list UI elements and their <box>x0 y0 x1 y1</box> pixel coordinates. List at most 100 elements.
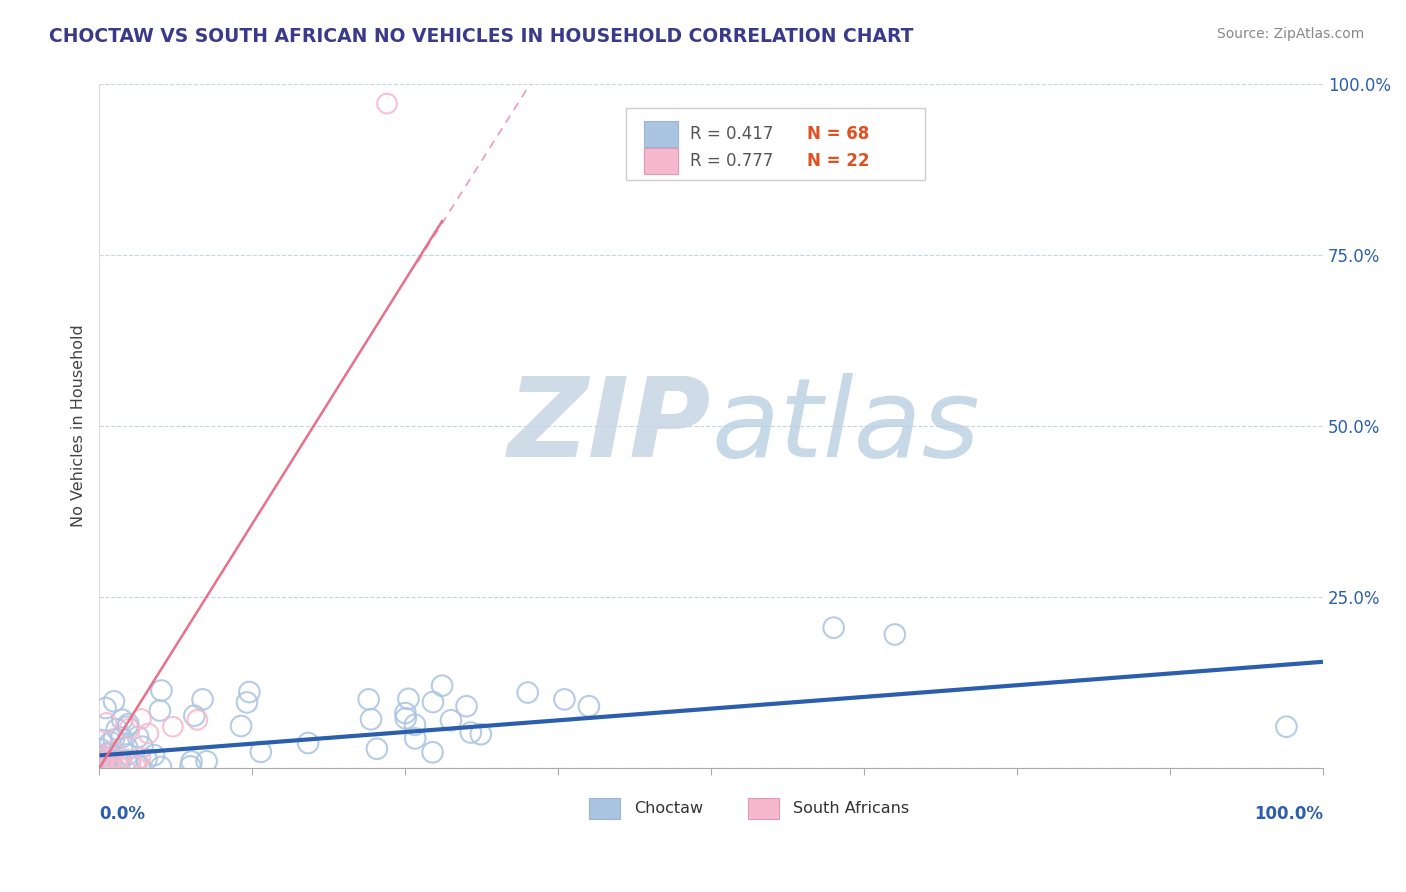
Point <box>456 699 478 714</box>
Text: Choctaw: Choctaw <box>634 801 703 816</box>
Point <box>440 714 463 728</box>
Point <box>103 760 125 774</box>
Point <box>229 719 252 733</box>
Point <box>96 747 118 762</box>
Point <box>375 96 398 111</box>
Text: R = 0.417: R = 0.417 <box>690 125 773 143</box>
Point <box>422 745 444 759</box>
Text: 100.0%: 100.0% <box>1254 805 1323 823</box>
Point <box>183 708 205 723</box>
Bar <box>589 798 620 819</box>
Point <box>90 742 112 756</box>
Point <box>162 720 184 734</box>
Point <box>98 745 121 759</box>
Point <box>127 756 149 770</box>
Point <box>127 730 149 744</box>
Point <box>516 685 538 699</box>
Point <box>250 745 273 759</box>
FancyBboxPatch shape <box>626 108 925 180</box>
Bar <box>644 148 678 174</box>
Point <box>93 751 115 765</box>
Text: N = 68: N = 68 <box>807 125 869 143</box>
Point <box>98 760 121 774</box>
Text: Source: ZipAtlas.com: Source: ZipAtlas.com <box>1216 27 1364 41</box>
Point <box>1275 720 1298 734</box>
Text: N = 22: N = 22 <box>807 152 869 170</box>
Point <box>149 704 172 718</box>
Text: atlas: atlas <box>711 373 980 480</box>
Point <box>110 731 132 745</box>
Text: South Africans: South Africans <box>793 801 910 816</box>
Point <box>93 751 115 765</box>
Point <box>149 760 172 774</box>
Point <box>107 754 129 768</box>
Point <box>460 725 482 739</box>
Point <box>93 758 115 772</box>
Point <box>96 756 118 770</box>
Point <box>94 701 117 715</box>
Point <box>90 755 112 769</box>
Point <box>180 755 202 769</box>
Point <box>127 755 149 769</box>
Point <box>94 758 117 772</box>
Point <box>360 712 382 726</box>
Point <box>115 753 138 767</box>
Text: 0.0%: 0.0% <box>100 805 145 823</box>
Point <box>470 727 492 741</box>
Point <box>357 692 380 706</box>
Point <box>129 750 152 764</box>
Point <box>94 757 117 772</box>
Point <box>143 748 166 763</box>
Point <box>883 627 905 641</box>
Point <box>150 683 173 698</box>
Point <box>366 741 388 756</box>
Point <box>297 736 319 750</box>
Point <box>101 751 124 765</box>
Point <box>90 733 112 747</box>
Point <box>117 747 139 762</box>
Point <box>395 711 418 725</box>
Point <box>129 712 152 726</box>
Point <box>404 718 426 732</box>
Point <box>186 713 208 727</box>
Point <box>179 759 201 773</box>
Bar <box>644 120 678 146</box>
Point <box>93 759 115 773</box>
Y-axis label: No Vehicles in Household: No Vehicles in Household <box>72 325 86 527</box>
Point <box>117 720 139 734</box>
Point <box>91 756 114 770</box>
Point <box>103 744 125 758</box>
Point <box>238 685 260 699</box>
Point <box>98 756 121 771</box>
Point <box>396 691 419 706</box>
Point <box>120 756 142 771</box>
Point <box>107 759 129 773</box>
Point <box>135 752 157 766</box>
Point <box>195 755 218 769</box>
Point <box>138 726 160 740</box>
Point <box>191 692 214 706</box>
Text: R = 0.777: R = 0.777 <box>690 152 773 170</box>
Point <box>553 692 575 706</box>
Point <box>124 760 146 774</box>
Point <box>93 756 115 771</box>
Text: CHOCTAW VS SOUTH AFRICAN NO VEHICLES IN HOUSEHOLD CORRELATION CHART: CHOCTAW VS SOUTH AFRICAN NO VEHICLES IN … <box>49 27 914 45</box>
Point <box>422 695 444 709</box>
Text: ZIP: ZIP <box>508 373 711 480</box>
Point <box>128 759 150 773</box>
Bar <box>748 798 779 819</box>
Point <box>430 679 453 693</box>
Point <box>117 717 139 731</box>
Point <box>105 723 128 737</box>
Point <box>118 722 141 736</box>
Point <box>90 756 112 771</box>
Point <box>404 731 426 746</box>
Point <box>578 699 600 714</box>
Point <box>394 706 416 720</box>
Point <box>236 695 259 709</box>
Point <box>96 715 118 730</box>
Point <box>98 756 121 770</box>
Point <box>111 713 134 727</box>
Point <box>90 747 112 762</box>
Point <box>90 749 112 764</box>
